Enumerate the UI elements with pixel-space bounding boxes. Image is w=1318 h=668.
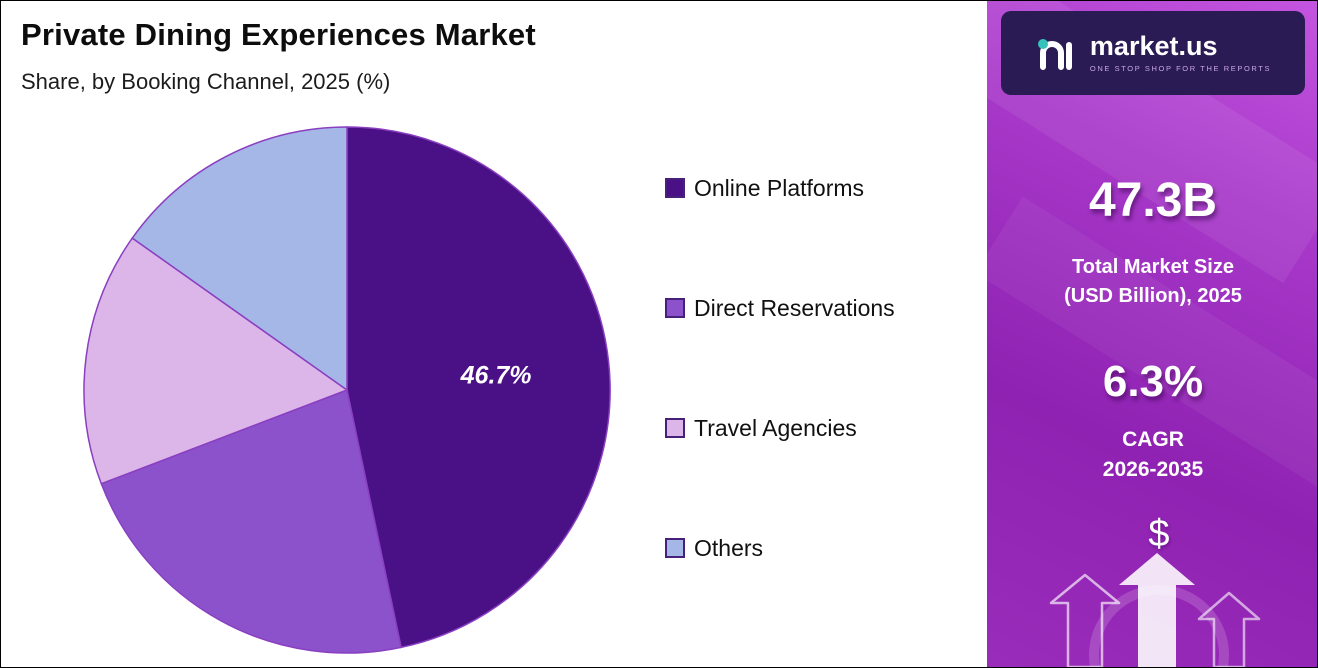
pie-slice-others: [131, 126, 348, 392]
legend-label: Travel Agencies: [694, 414, 857, 441]
market-size-value: 47.3B: [1088, 174, 1218, 227]
legend-label: Online Platforms: [694, 174, 865, 201]
legend: Online Platforms Direct Reservations Tra…: [665, 171, 895, 565]
legend-label: Others: [694, 534, 764, 561]
legend-swatch: [665, 298, 685, 318]
brand-name: market.us: [1089, 31, 1218, 61]
pie-slice-value-label: 46.7%: [460, 362, 532, 390]
legend-item-travel-agencies: Travel Agencies: [665, 411, 895, 445]
marketus-logo-icon: [1037, 39, 1072, 70]
sidebar: market.us ONE STOP SHOP FOR THE REPORTS …: [987, 1, 1317, 667]
page-title: Private Dining Experiences Market: [21, 17, 536, 52]
chart-area: Private Dining Experiences Market Share,…: [1, 1, 987, 667]
legend-label: Direct Reservations: [694, 294, 895, 321]
marketus-logo: market.us ONE STOP SHOP FOR THE REPORTS: [1001, 11, 1305, 95]
pie-slice-online-platforms: [346, 126, 611, 649]
legend-item-online-platforms: Online Platforms: [665, 171, 895, 205]
brand-tagline: ONE STOP SHOP FOR THE REPORTS: [1089, 64, 1272, 73]
cagr-value: 6.3%: [1102, 357, 1204, 406]
chart-subtitle: Share, by Booking Channel, 2025 (%): [21, 69, 391, 94]
dollar-icon: $: [1148, 513, 1170, 555]
legend-swatch: [665, 178, 685, 198]
market-size-label-line1: Total Market Size: [1072, 256, 1234, 278]
legend-swatch: [665, 538, 685, 558]
legend-item-others: Others: [665, 531, 895, 565]
cagr-label-line2: 2026-2035: [1102, 458, 1204, 482]
market-size-label-line2: (USD Billion), 2025: [1064, 285, 1242, 307]
legend-item-direct-reservations: Direct Reservations: [665, 291, 895, 325]
market-size-label: Total Market Size (USD Billion), 2025: [987, 253, 1317, 311]
pie-chart: 46.7%: [83, 126, 611, 654]
cagr-label: CAGR 2026-2035: [987, 425, 1317, 486]
growth-arrows-icon: [1049, 553, 1261, 667]
pie-slice-travel-agencies: [83, 237, 349, 485]
legend-swatch: [665, 418, 685, 438]
cagr-label-line1: CAGR: [1122, 428, 1184, 451]
